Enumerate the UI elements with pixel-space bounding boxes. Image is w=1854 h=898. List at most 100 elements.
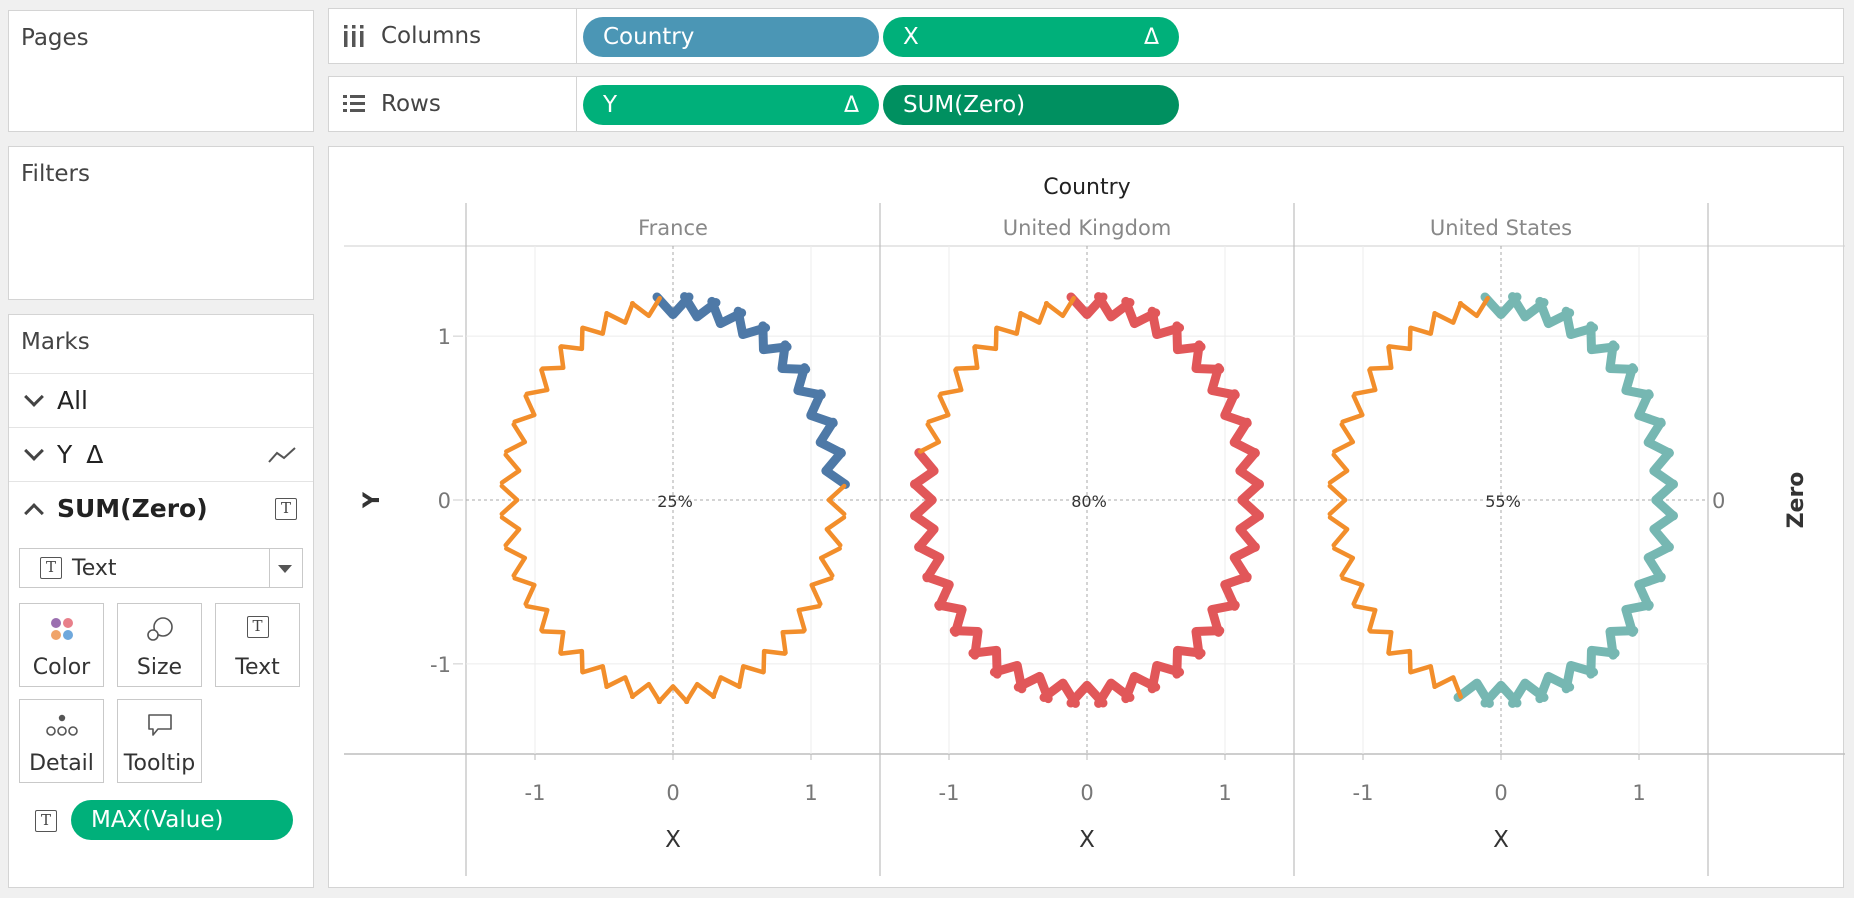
- chevron-mark: [777, 340, 811, 374]
- size-button[interactable]: Size: [117, 603, 202, 687]
- pill-label: Country: [603, 24, 695, 50]
- rows-icon: [343, 95, 365, 112]
- columns-icon: [344, 25, 364, 47]
- text-button[interactable]: T Text: [215, 603, 300, 687]
- chevron-mark: [1386, 325, 1413, 352]
- chevron-mark: [1634, 572, 1666, 611]
- chevron-mark: [1634, 389, 1666, 428]
- color-button[interactable]: Color: [19, 603, 104, 687]
- chevron-mark: [815, 417, 846, 458]
- detail-button[interactable]: Detail: [19, 699, 104, 783]
- viz-canvas: Country 1 0 -1 Y 0 Zero France -1 0 1 X 25% United Ki…: [328, 146, 1845, 888]
- chevron-mark: [711, 675, 742, 700]
- chevron-mark: [1352, 367, 1378, 397]
- chevron-mark: [809, 575, 834, 607]
- chevron-mark: [629, 681, 662, 705]
- x-tick-label: 0: [666, 781, 679, 805]
- value-label: 80%: [1071, 492, 1107, 511]
- chevron-mark: [1327, 515, 1350, 548]
- chevron-mark: [1340, 393, 1365, 425]
- chevron-mark: [1191, 626, 1225, 660]
- right-axis-label: Zero: [1784, 472, 1809, 529]
- rows-shelf[interactable]: Rows Y Δ SUM(Zero): [328, 76, 1844, 132]
- x-axis-label: X: [1079, 827, 1095, 853]
- mark-type-value: Text: [72, 555, 117, 581]
- y-tick-label: -1: [430, 653, 451, 677]
- pages-card[interactable]: Pages: [8, 10, 314, 132]
- y-tick-label: 1: [438, 325, 451, 349]
- chevron-mark: [1172, 321, 1206, 355]
- value-label: 55%: [1485, 492, 1521, 511]
- line-icon: [268, 446, 296, 463]
- marks-layer-all[interactable]: All: [9, 373, 313, 427]
- rows-pill-sum-zero[interactable]: SUM(Zero): [883, 85, 1179, 125]
- columns-pill-country[interactable]: Country: [583, 17, 879, 57]
- chevron-mark: [1220, 389, 1252, 428]
- tooltip-button-label: Tooltip: [123, 751, 196, 776]
- chevron-mark: [1651, 479, 1678, 521]
- color-icon: [50, 618, 73, 640]
- chevron-mark: [1561, 660, 1599, 694]
- rows-pill-y[interactable]: Y Δ: [583, 85, 879, 125]
- chevron-mark: [1386, 648, 1413, 675]
- tooltip-button[interactable]: Tooltip: [117, 699, 202, 783]
- chevron-mark: [994, 311, 1023, 336]
- chevron-mark: [733, 306, 771, 340]
- chevron-mark: [1352, 603, 1378, 633]
- chevron-mark: [968, 645, 1002, 679]
- chevron-mark: [818, 546, 842, 578]
- x-tick-label: 0: [1080, 781, 1093, 805]
- column-header-france: France: [638, 216, 708, 240]
- marks-layer-sum-zero[interactable]: SUM(Zero) T: [9, 481, 313, 535]
- columns-shelf[interactable]: Columns Country X Δ: [328, 8, 1844, 64]
- chevron-mark: [512, 575, 537, 607]
- chevron-mark: [1605, 340, 1639, 374]
- chevron-mark: [1237, 479, 1264, 521]
- chevron-mark: [972, 325, 999, 352]
- chevron-mark: [1229, 542, 1260, 583]
- chevron-mark: [1432, 675, 1463, 700]
- detail-icon: [45, 714, 78, 736]
- chevron-mark: [1147, 306, 1185, 340]
- marks-title: Marks: [21, 329, 90, 355]
- filters-title: Filters: [21, 161, 90, 187]
- marks-field-pill[interactable]: MAX(Value): [71, 800, 293, 840]
- mark-type-dropdown[interactable]: T Text: [19, 548, 303, 588]
- text-button-label: Text: [235, 655, 280, 680]
- delta-icon: Δ: [86, 440, 104, 469]
- pill-label: X: [903, 24, 919, 50]
- chevron-down-icon: [278, 565, 292, 573]
- chevron-mark: [1340, 575, 1365, 607]
- chevron-mark: [604, 675, 635, 700]
- x-tick-label: -1: [1353, 781, 1374, 805]
- chevron-mark: [910, 479, 937, 521]
- chevron-mark: [954, 344, 980, 371]
- chevron-mark: [1649, 511, 1678, 552]
- detail-button-label: Detail: [29, 751, 94, 776]
- chevron-mark: [1453, 678, 1494, 708]
- chevron-mark: [580, 664, 609, 689]
- chevron-mark: [1621, 363, 1654, 400]
- marks-layer-y[interactable]: Y Δ: [9, 427, 313, 481]
- delta-icon: Δ: [843, 92, 859, 118]
- column-header-united-states: United States: [1430, 216, 1572, 240]
- chevron-mark: [796, 603, 822, 633]
- chevron-mark: [1643, 542, 1674, 583]
- filters-card[interactable]: Filters: [8, 146, 314, 300]
- columns-pill-x[interactable]: X Δ: [883, 17, 1179, 57]
- chevron-mark: [504, 422, 528, 454]
- chevron-mark: [910, 511, 939, 552]
- chevron-mark: [934, 600, 967, 637]
- chevron-mark: [580, 311, 609, 336]
- value-label: 25%: [657, 492, 693, 511]
- chevron-mark: [910, 448, 939, 489]
- chevron-mark: [1561, 306, 1599, 340]
- columns-shelf-label: Columns: [381, 23, 482, 49]
- rows-shelf-label: Rows: [381, 91, 441, 117]
- chevron-mark: [1368, 344, 1394, 371]
- chevron-mark: [1191, 340, 1225, 374]
- color-button-label: Color: [32, 655, 91, 680]
- chevron-mark: [540, 629, 566, 656]
- chevron-mark: [1147, 660, 1185, 694]
- chevron-mark: [707, 296, 747, 329]
